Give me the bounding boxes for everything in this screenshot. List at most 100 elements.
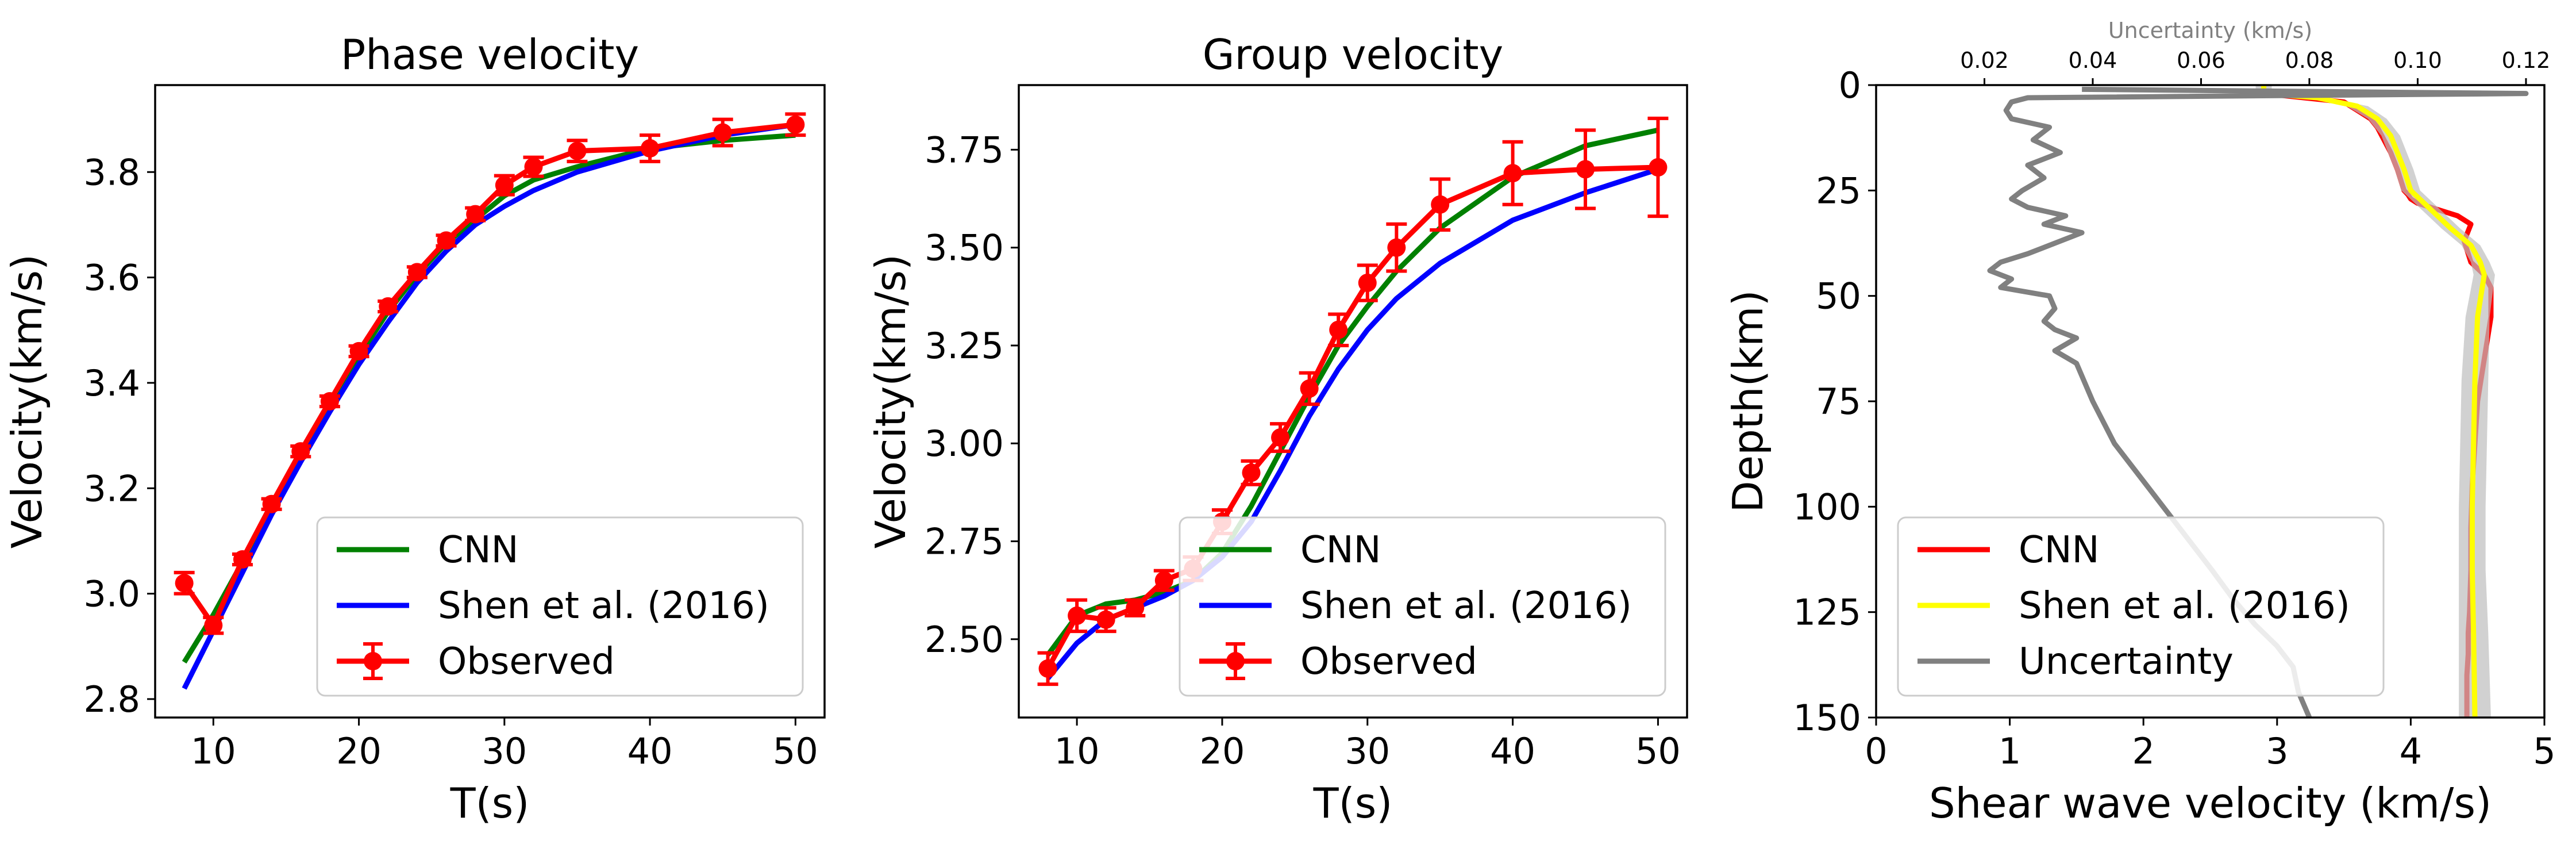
legend-item: CNN [1199,529,1381,571]
x-tick-label: 30 [1345,730,1390,772]
x-tick-label: 20 [1200,730,1245,772]
data-point [1154,571,1173,590]
x-tick-label: 10 [1054,730,1100,772]
top-x-tick-label: 0.10 [2393,48,2442,73]
x-tick-label: 30 [482,730,527,772]
data-point [320,392,339,411]
legend-box [316,516,804,697]
y-tick-label: 3.0 [83,573,140,615]
plot-area [174,112,806,690]
top-x-tick-label: 0.06 [2177,48,2225,73]
legend-item: Shen et al. (2016) [337,585,769,627]
legend-label: CNN [1300,529,1381,571]
top-x-axis-label: Uncertainty (km/s) [2108,18,2312,43]
data-point [1649,158,1668,177]
y-tick-label: 0 [1839,64,1861,106]
x-tick-label: 10 [191,730,236,772]
legend-item: Observed [1199,640,1477,683]
data-point [786,115,805,134]
legend: CNN Shen et al. (2016) Observed [316,516,804,697]
x-tick-label: 0 [1865,730,1887,772]
axes-frame [1875,84,2546,719]
phase-velocity-panel: 10 20 30 40 50 2.8 3.0 3.2 3.4 3.6 3.8 Phase veloci… [3,30,826,827]
data-point [1358,273,1377,292]
legend-label: Uncertainty [2019,640,2234,683]
data-point [291,442,310,461]
x-tick-label: 1 [1999,730,2021,772]
legend-item: CNN [337,529,518,571]
legend-item: CNN [1917,529,2099,571]
series-line-shen-et-al-2016 [182,122,796,690]
y-tick-label: 50 [1816,275,1861,317]
y-tick-label: 2.75 [925,520,1004,562]
top-x-tick-label: 0.02 [1960,48,2009,73]
y-tick-label: 3.8 [83,151,140,193]
series-line-shen-et-al-2016 [2261,85,2487,718]
data-point [379,297,398,316]
plot-area [1037,116,1669,686]
data-point [1576,160,1595,179]
legend-item: Shen et al. (2016) [1199,585,1632,627]
x-tick-label: 50 [773,730,818,772]
legend: CNN Shen et al. (2016) Observed [1179,516,1666,697]
data-point [233,550,252,569]
x-tick-label: 3 [2266,730,2288,772]
y-tick-label: 75 [1816,381,1861,423]
data-point [437,231,456,250]
top-x-tick-label: 0.08 [2285,48,2334,73]
y-axis-label: Velocity(km/s) [3,254,51,548]
y-tick-label: 2.8 [83,678,140,720]
y-tick-label: 3.75 [925,129,1004,171]
data-point [407,263,426,282]
data-point [175,574,194,593]
data-point [1126,599,1145,617]
x-axis-label: T(s) [1313,779,1393,827]
x-tick-label: 40 [1490,730,1535,772]
legend-label: CNN [438,529,518,571]
legend-item: Observed [337,640,615,683]
data-point [524,158,543,177]
data-point [1387,238,1406,257]
data-point [641,139,660,158]
data-point [1329,320,1348,339]
data-point [1431,195,1450,214]
x-tick-label: 5 [2533,730,2555,772]
legend-item: Shen et al. (2016) [1917,585,2350,627]
x-tick-label: 50 [1635,730,1681,772]
chart-title: Phase velocity [341,30,639,79]
legend-marker [364,652,382,670]
y-tick-label: 3.25 [925,325,1004,367]
legend: CNN Shen et al. (2016) Uncertainty [1897,516,2385,697]
data-point [1271,428,1290,447]
legend-box [1179,516,1666,697]
data-point [262,494,281,513]
chart-title: Group velocity [1203,30,1503,79]
y-tick-label: 150 [1793,697,1861,739]
data-point [349,342,368,360]
y-axis-label: Depth(km) [1724,290,1772,512]
data-point [568,141,587,160]
x-tick-label: 40 [627,730,673,772]
y-axis-label: Velocity(km/s) [867,254,915,548]
y-tick-label: 3.2 [83,467,140,509]
group-velocity-panel: 10 20 30 40 50 2.50 2.75 3.00 3.25 3.50 3.75 Group … [867,30,1688,827]
data-point [204,616,223,635]
data-point [1503,164,1522,183]
axes-frame [154,84,826,719]
axes-frame [1018,84,1688,719]
x-axis-label: T(s) [450,779,530,827]
data-point [1068,606,1087,625]
legend-label: CNN [2019,529,2099,571]
data-point [1300,379,1319,398]
data-point [1038,659,1057,678]
top-x-tick-label: 0.04 [2069,48,2117,73]
data-point [1096,610,1115,629]
y-tick-label: 25 [1816,170,1861,212]
x-tick-label: 2 [2132,730,2154,772]
y-tick-label: 100 [1793,486,1861,528]
y-tick-label: 2.50 [925,619,1004,661]
data-point [713,123,732,142]
top-x-tick-label: 0.12 [2502,48,2551,73]
